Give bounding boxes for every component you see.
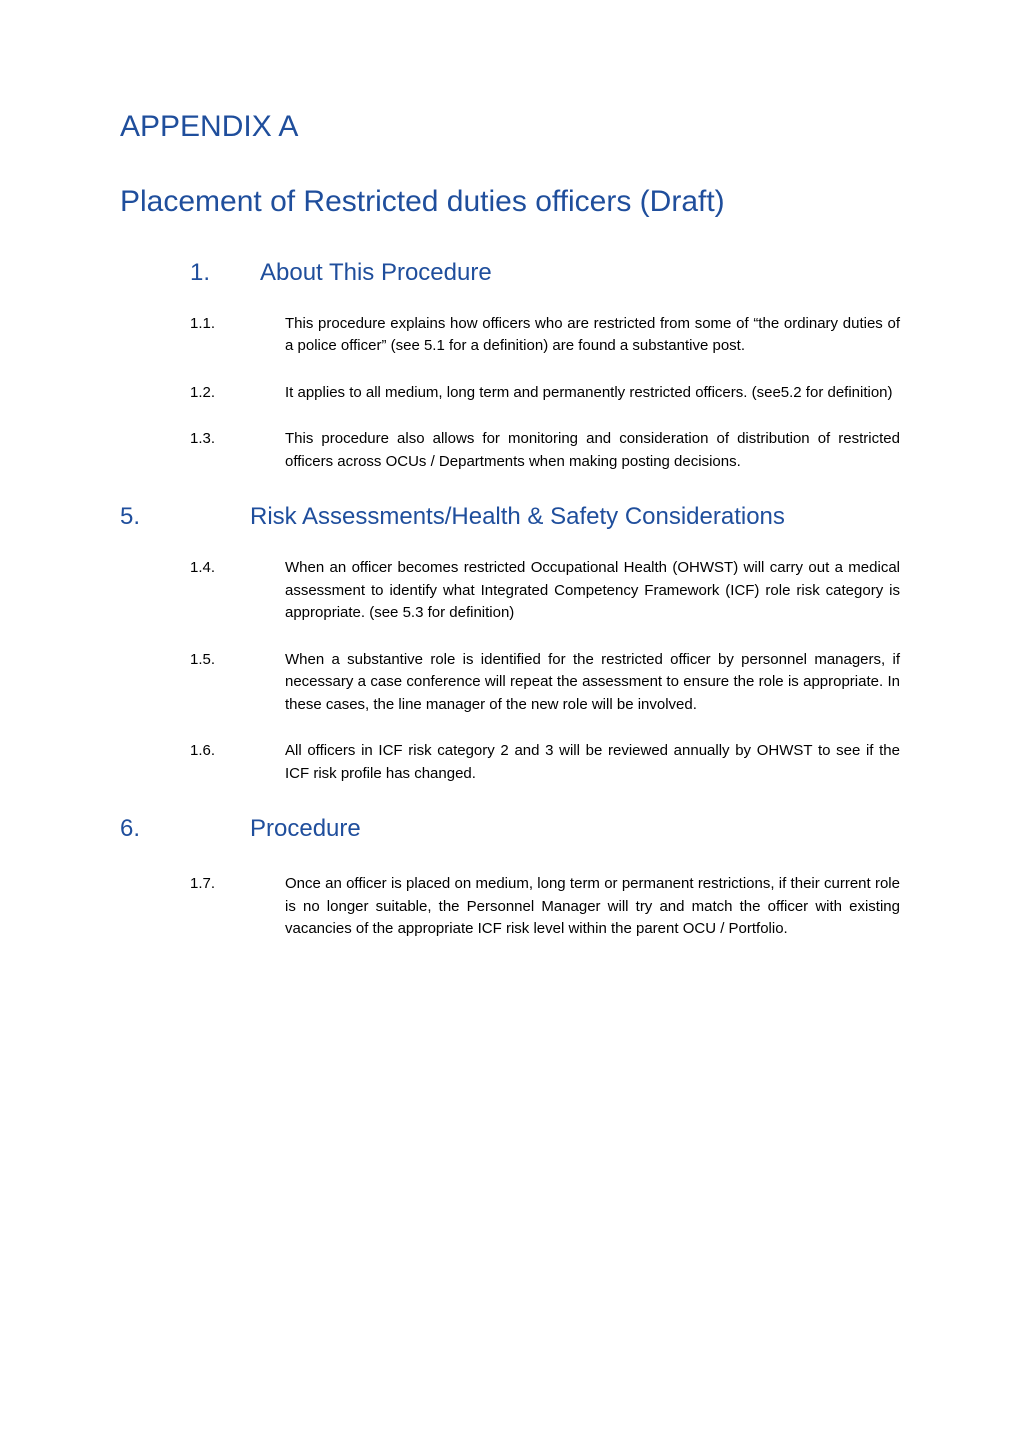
item-number: 1.1. — [190, 313, 285, 358]
section-heading-1: 1.About This Procedure — [190, 259, 900, 287]
section-number: 5. — [120, 503, 250, 531]
list-item: 1.1. This procedure explains how officer… — [190, 313, 900, 358]
item-text: It applies to all medium, long term and … — [285, 382, 900, 405]
section-title: About This Procedure — [260, 259, 492, 286]
list-item: 1.2. It applies to all medium, long term… — [190, 382, 900, 405]
item-number: 1.5. — [190, 649, 285, 717]
list-item: 1.7. Once an officer is placed on medium… — [190, 873, 900, 941]
section-title: Risk Assessments/Health & Safety Conside… — [250, 503, 785, 530]
item-number: 1.7. — [190, 873, 285, 941]
section-1-items: 1.1. This procedure explains how officer… — [190, 313, 900, 474]
list-item: 1.5. When a substantive role is identifi… — [190, 649, 900, 717]
section-5-items: 1.4. When an officer becomes restricted … — [190, 557, 900, 785]
item-text: This procedure also allows for monitorin… — [285, 428, 900, 473]
section-title: Procedure — [250, 815, 361, 842]
section-number: 6. — [120, 815, 250, 843]
item-text: All officers in ICF risk category 2 and … — [285, 740, 900, 785]
item-text: When a substantive role is identified fo… — [285, 649, 900, 717]
appendix-title: APPENDIX A — [120, 110, 900, 144]
item-text: When an officer becomes restricted Occup… — [285, 557, 900, 625]
section-number: 1. — [190, 259, 260, 287]
item-number: 1.4. — [190, 557, 285, 625]
list-item: 1.4. When an officer becomes restricted … — [190, 557, 900, 625]
list-item: 1.3. This procedure also allows for moni… — [190, 428, 900, 473]
item-number: 1.6. — [190, 740, 285, 785]
item-text: Once an officer is placed on medium, lon… — [285, 873, 900, 941]
section-heading-5: 5.Risk Assessments/Health & Safety Consi… — [120, 503, 900, 531]
list-item: 1.6. All officers in ICF risk category 2… — [190, 740, 900, 785]
section-heading-6: 6.Procedure — [120, 815, 900, 843]
item-text: This procedure explains how officers who… — [285, 313, 900, 358]
item-number: 1.2. — [190, 382, 285, 405]
section-6-items: 1.7. Once an officer is placed on medium… — [190, 873, 900, 941]
main-title: Placement of Restricted duties officers … — [120, 182, 900, 223]
item-number: 1.3. — [190, 428, 285, 473]
